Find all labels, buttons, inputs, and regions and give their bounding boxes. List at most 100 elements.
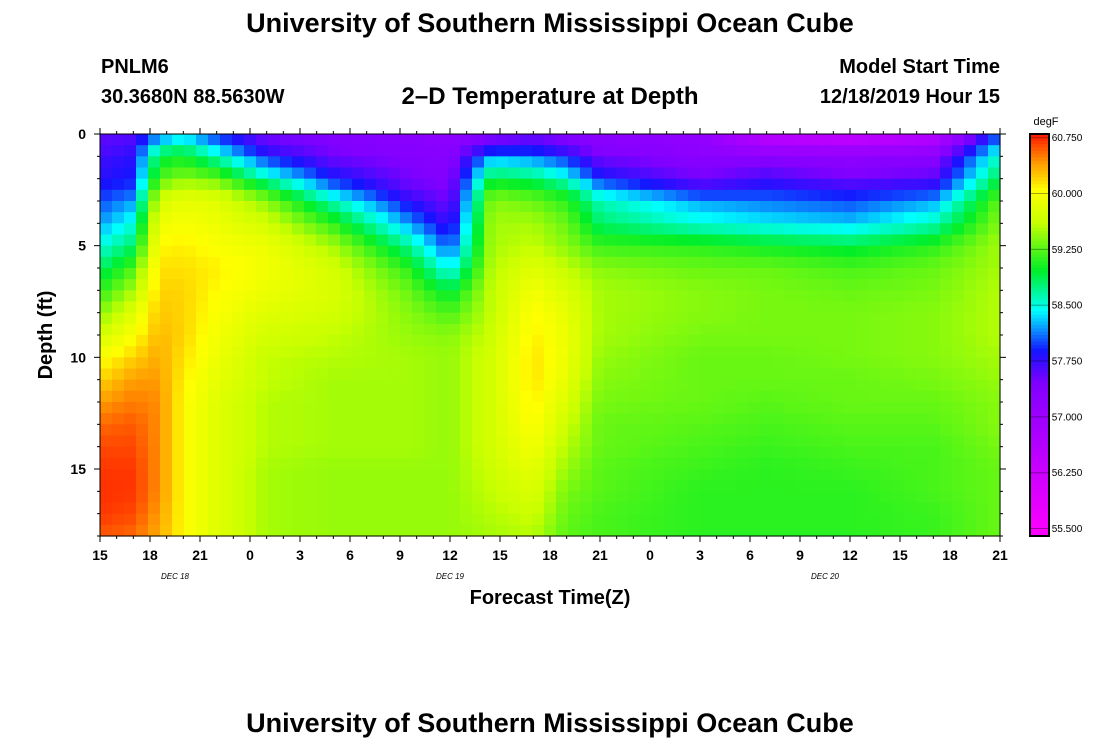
heatmap-cell: [472, 156, 485, 169]
heatmap-cell: [676, 502, 689, 515]
heatmap-cell: [796, 435, 809, 448]
heatmap-cell: [652, 402, 665, 414]
heatmap-cell: [676, 245, 689, 258]
heatmap-cell: [400, 368, 413, 381]
heatmap-cell: [400, 424, 413, 437]
heatmap-cell: [376, 357, 389, 370]
heatmap-cell: [952, 413, 965, 425]
heatmap-cell: [424, 513, 437, 526]
heatmap-cell: [400, 357, 413, 370]
heatmap-cell: [544, 513, 557, 526]
heatmap-cell: [628, 212, 641, 224]
colorbar-swatch: [1030, 375, 1049, 380]
heatmap-cell: [112, 379, 125, 392]
heatmap-cell: [112, 268, 125, 280]
heatmap-cell: [676, 134, 689, 146]
heatmap-cell: [952, 234, 965, 247]
heatmap-cell: [484, 223, 497, 236]
heatmap-cell: [124, 368, 137, 381]
heatmap-cell: [916, 245, 929, 258]
heatmap-cell: [700, 402, 713, 414]
heatmap-cell: [568, 279, 581, 291]
heatmap-cell: [760, 201, 773, 213]
heatmap-cell: [388, 312, 401, 325]
heatmap-cell: [280, 435, 293, 448]
heatmap-cell: [316, 212, 329, 224]
heatmap-cells: [100, 134, 1001, 537]
heatmap-cell: [688, 346, 701, 358]
heatmap-cell: [280, 446, 293, 459]
heatmap-cell: [340, 402, 353, 414]
heatmap-cell: [808, 301, 821, 314]
heatmap-cell: [592, 301, 605, 314]
heatmap-cell: [616, 201, 629, 213]
heatmap-cell: [856, 368, 869, 381]
heatmap-cell: [388, 335, 401, 347]
heatmap-cell: [688, 469, 701, 481]
heatmap-cell: [208, 134, 221, 146]
heatmap-cell: [688, 312, 701, 325]
heatmap-cell: [580, 245, 593, 258]
heatmap-cell: [364, 424, 377, 437]
heatmap-cell: [784, 312, 797, 325]
heatmap-cell: [460, 502, 473, 515]
heatmap-cell: [376, 446, 389, 459]
heatmap-cell: [304, 234, 317, 247]
heatmap-cell: [736, 513, 749, 526]
heatmap-cell: [340, 435, 353, 448]
heatmap-cell: [580, 469, 593, 481]
heatmap-cell: [688, 290, 701, 303]
heatmap-cell: [184, 357, 197, 370]
heatmap-cell: [340, 368, 353, 381]
heatmap-cell: [520, 290, 533, 303]
heatmap-cell: [268, 189, 281, 202]
heatmap-cell: [916, 413, 929, 425]
heatmap-cell: [712, 178, 725, 191]
heatmap-cell: [520, 413, 533, 425]
heatmap-cell: [616, 357, 629, 370]
heatmap-cell: [664, 178, 677, 191]
heatmap-cell: [964, 335, 977, 347]
heatmap-cell: [736, 446, 749, 459]
heatmap-cell: [520, 301, 533, 314]
heatmap-cell: [748, 156, 761, 169]
heatmap-cell: [472, 189, 485, 202]
heatmap-cell: [772, 234, 785, 247]
heatmap-cell: [304, 256, 317, 269]
colorbar: 60.75060.00059.25058.50057.75057.00056.2…: [1029, 133, 1083, 537]
heatmap-cell: [364, 256, 377, 269]
heatmap-cell: [676, 357, 689, 370]
colorbar-swatch: [1030, 311, 1049, 316]
heatmap-cell: [460, 435, 473, 448]
heatmap-cell: [496, 301, 509, 314]
heatmap-cell: [652, 167, 665, 180]
heatmap-cell: [292, 167, 305, 180]
heatmap-cell: [856, 502, 869, 515]
heatmap-cell: [232, 502, 245, 515]
heatmap-cell: [508, 134, 521, 146]
heatmap-cell: [796, 223, 809, 236]
heatmap-cell: [388, 134, 401, 146]
heatmap-cell: [424, 424, 437, 437]
heatmap-cell: [472, 502, 485, 515]
heatmap-cell: [448, 189, 461, 202]
heatmap-cell: [268, 301, 281, 314]
heatmap-cell: [208, 457, 221, 470]
heatmap-cell: [928, 301, 941, 314]
heatmap-cell: [448, 212, 461, 224]
heatmap-cell: [124, 379, 137, 392]
colorbar-swatch: [1030, 515, 1049, 520]
heatmap-cell: [208, 167, 221, 180]
heatmap-cell: [580, 212, 593, 224]
heatmap-cell: [532, 134, 545, 146]
heatmap-cell: [328, 491, 341, 504]
heatmap-cell: [652, 335, 665, 347]
heatmap-cell: [784, 201, 797, 213]
heatmap-cell: [712, 457, 725, 470]
heatmap-cell: [124, 134, 137, 146]
heatmap-cell: [244, 301, 257, 314]
heatmap-cell: [676, 402, 689, 414]
heatmap-cell: [928, 480, 941, 492]
heatmap-cell: [316, 245, 329, 258]
heatmap-cell: [340, 156, 353, 169]
